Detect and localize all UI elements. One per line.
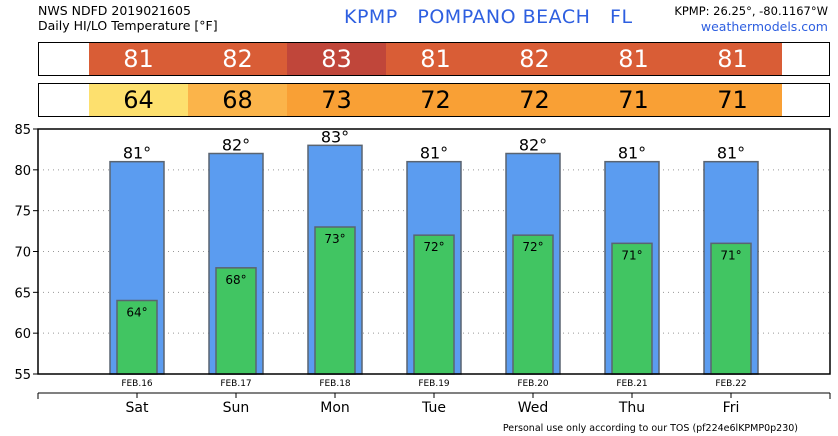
run-label: NWS NDFD 2019021605 [38,3,191,18]
low-bar-thu [611,242,653,375]
date-label-mon: FEB.18 [319,379,351,389]
low-bar-sat [116,299,158,375]
y-tick-label-70: 70 [14,246,31,261]
low-bar-label-fri: 71° [720,248,741,262]
day-label-wed: Wed [518,400,549,416]
low-temperature-strip: 64 68 73 72 72 71 71 [38,83,830,117]
low-bar-mon [314,226,356,375]
low-bar-tue [413,234,455,375]
high-strip-cell-2: 82 [188,43,287,75]
low-bar-sun [215,267,257,375]
y-tick-label-85: 85 [14,123,31,138]
chart-subtitle: Daily HI/LO Temperature [°F] [38,18,218,33]
day-label-sat: Sat [126,400,149,416]
day-label-fri: Fri [723,400,740,416]
low-bar-wed [512,234,554,375]
date-label-thu: FEB.21 [616,379,647,389]
high-strip-cell-7: 81 [683,43,782,75]
day-label-mon: Mon [320,400,350,416]
low-strip-cell-5: 72 [485,84,584,116]
high-bar-label-wed: 82° [519,136,547,155]
day-label-thu: Thu [618,400,645,416]
y-tick-label-80: 80 [14,164,31,179]
chart-header-right: KPMP: 26.25°, -80.1167°W weathermodels.c… [674,3,828,35]
day-label-tue: Tue [421,400,446,416]
low-bar-label-tue: 72° [423,240,444,254]
low-bar-label-sun: 68° [225,273,246,287]
date-label-wed: FEB.20 [517,379,549,389]
high-bar-label-fri: 81° [717,144,745,163]
low-bar-fri [710,242,752,375]
high-temperature-strip: 81 82 83 81 82 81 81 [38,42,830,76]
low-bar-label-sat: 64° [126,306,147,320]
y-tick-label-65: 65 [14,286,31,301]
date-label-sun: FEB.17 [220,379,251,389]
high-bar-label-thu: 81° [618,144,646,163]
date-label-tue: FEB.19 [418,379,450,389]
low-strip-cell-4: 72 [386,84,485,116]
high-bar-label-sat: 81° [123,144,151,163]
y-tick-label-60: 60 [14,327,31,342]
low-bar-label-thu: 71° [621,248,642,262]
high-strip-cell-4: 81 [386,43,485,75]
high-strip-cell-1: 81 [89,43,188,75]
high-bar-label-tue: 81° [420,144,448,163]
y-tick-label-55: 55 [14,368,31,383]
date-label-sat: FEB.16 [121,379,153,389]
station-coords: KPMP: 26.25°, -80.1167°W [674,4,828,18]
high-strip-cell-6: 81 [584,43,683,75]
low-strip-cell-2: 68 [188,84,287,116]
date-label-fri: FEB.22 [715,379,746,389]
high-strip-cell-3: 83 [287,43,386,75]
low-strip-cell-3: 73 [287,84,386,116]
low-strip-cell-6: 71 [584,84,683,116]
low-strip-cell-1: 64 [89,84,188,116]
plot-frame [37,128,831,375]
tos-footer: Personal use only according to our TOS (… [502,423,798,434]
station-title: KPMP POMPANO BEACH FL [344,6,633,28]
day-label-sun: Sun [223,400,250,416]
y-tick-label-75: 75 [14,205,31,220]
high-bar-label-sun: 82° [222,136,250,155]
high-bar-label-mon: 83° [321,127,349,146]
low-bar-label-mon: 73° [324,232,345,246]
low-bar-label-wed: 72° [522,240,543,254]
site-link[interactable]: weathermodels.com [700,19,828,34]
chart-header-left: NWS NDFD 2019021605 Daily HI/LO Temperat… [38,3,218,33]
low-strip-cell-7: 71 [683,84,782,116]
high-strip-cell-5: 82 [485,43,584,75]
